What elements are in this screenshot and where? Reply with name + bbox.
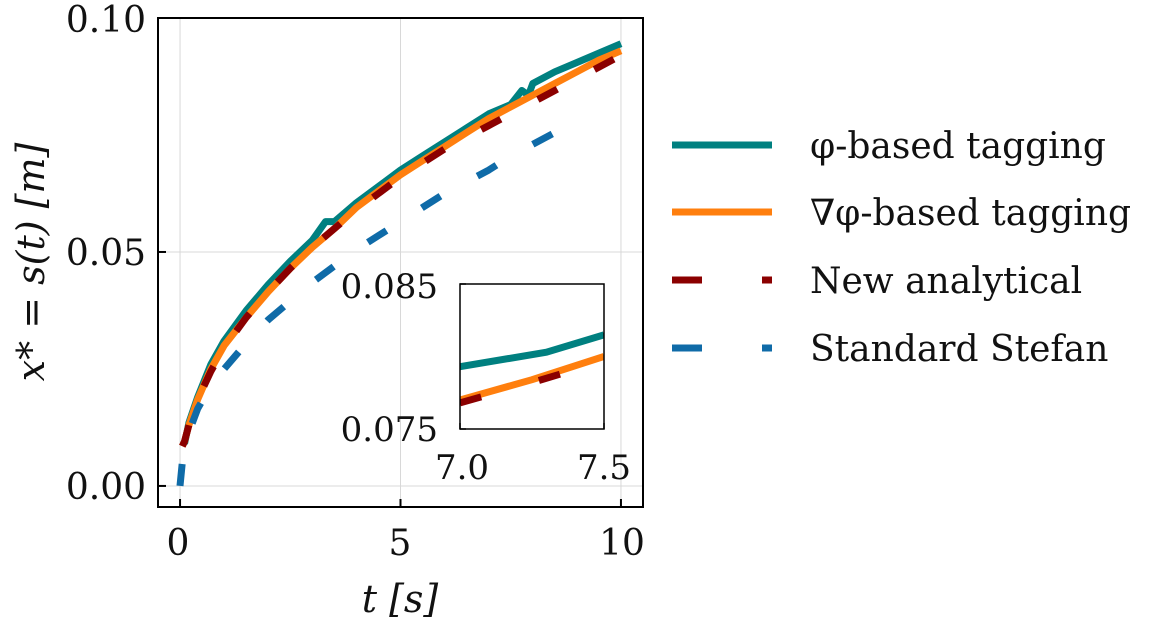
series-line-new-analytical: [179, 52, 623, 448]
x-tick-label-1: 5: [389, 523, 412, 564]
legend-item-phi-tagging: φ-based tagging: [672, 126, 1106, 167]
legend-label-grad-phi-tagging: ∇φ-based tagging: [810, 193, 1131, 234]
main-plot: 0 5 10 0.00 0.05 0.10 t [s] x* = s(t) [m…: [9, 0, 645, 621]
inset-frame: [459, 283, 605, 430]
x-tick-label-2: 10: [599, 523, 645, 564]
x-axis-label: t [s]: [362, 577, 439, 621]
inset-series-line-phi-tagging: [460, 331, 604, 371]
inset-y-tick-label-0: 0.075: [341, 410, 438, 450]
legend-item-new-analytical: New analytical: [672, 261, 1082, 302]
inset-y-tick-label-1: 0.085: [341, 267, 438, 307]
main-series-group: [176, 40, 623, 487]
main-ticks: [158, 17, 622, 507]
legend-label-phi-tagging: φ-based tagging: [810, 126, 1106, 167]
y-tick-label-1: 0.05: [66, 233, 146, 274]
inset-series-line-grad-phi-tagging: [460, 353, 604, 404]
legend-label-new-analytical: New analytical: [810, 261, 1082, 302]
x-tick-label-0: 0: [167, 523, 190, 564]
y-tick-labels: 0.00 0.05 0.10: [66, 0, 146, 508]
legend-item-grad-phi-tagging: ∇φ-based tagging: [672, 193, 1131, 234]
legend-item-standard-stefan: Standard Stefan: [672, 329, 1108, 370]
legend: φ-based tagging ∇φ-based tagging New ana…: [672, 126, 1131, 370]
inset-plot: 0.075 0.085 7.0 7.5: [341, 267, 631, 488]
y-tick-label-2: 0.10: [66, 0, 146, 41]
x-tick-labels: 0 5 10: [167, 523, 645, 564]
series-line-standard-stefan: [176, 117, 579, 487]
y-tick-label-0: 0.00: [66, 467, 146, 508]
inset-series-group: [460, 331, 604, 407]
legend-label-standard-stefan: Standard Stefan: [810, 329, 1108, 370]
inset-x-tick-label-1: 7.5: [577, 448, 631, 488]
inset-x-tick-label-0: 7.0: [435, 448, 489, 488]
inset-ticks: [459, 283, 605, 430]
y-axis-label: x* = s(t) [m]: [9, 143, 53, 382]
